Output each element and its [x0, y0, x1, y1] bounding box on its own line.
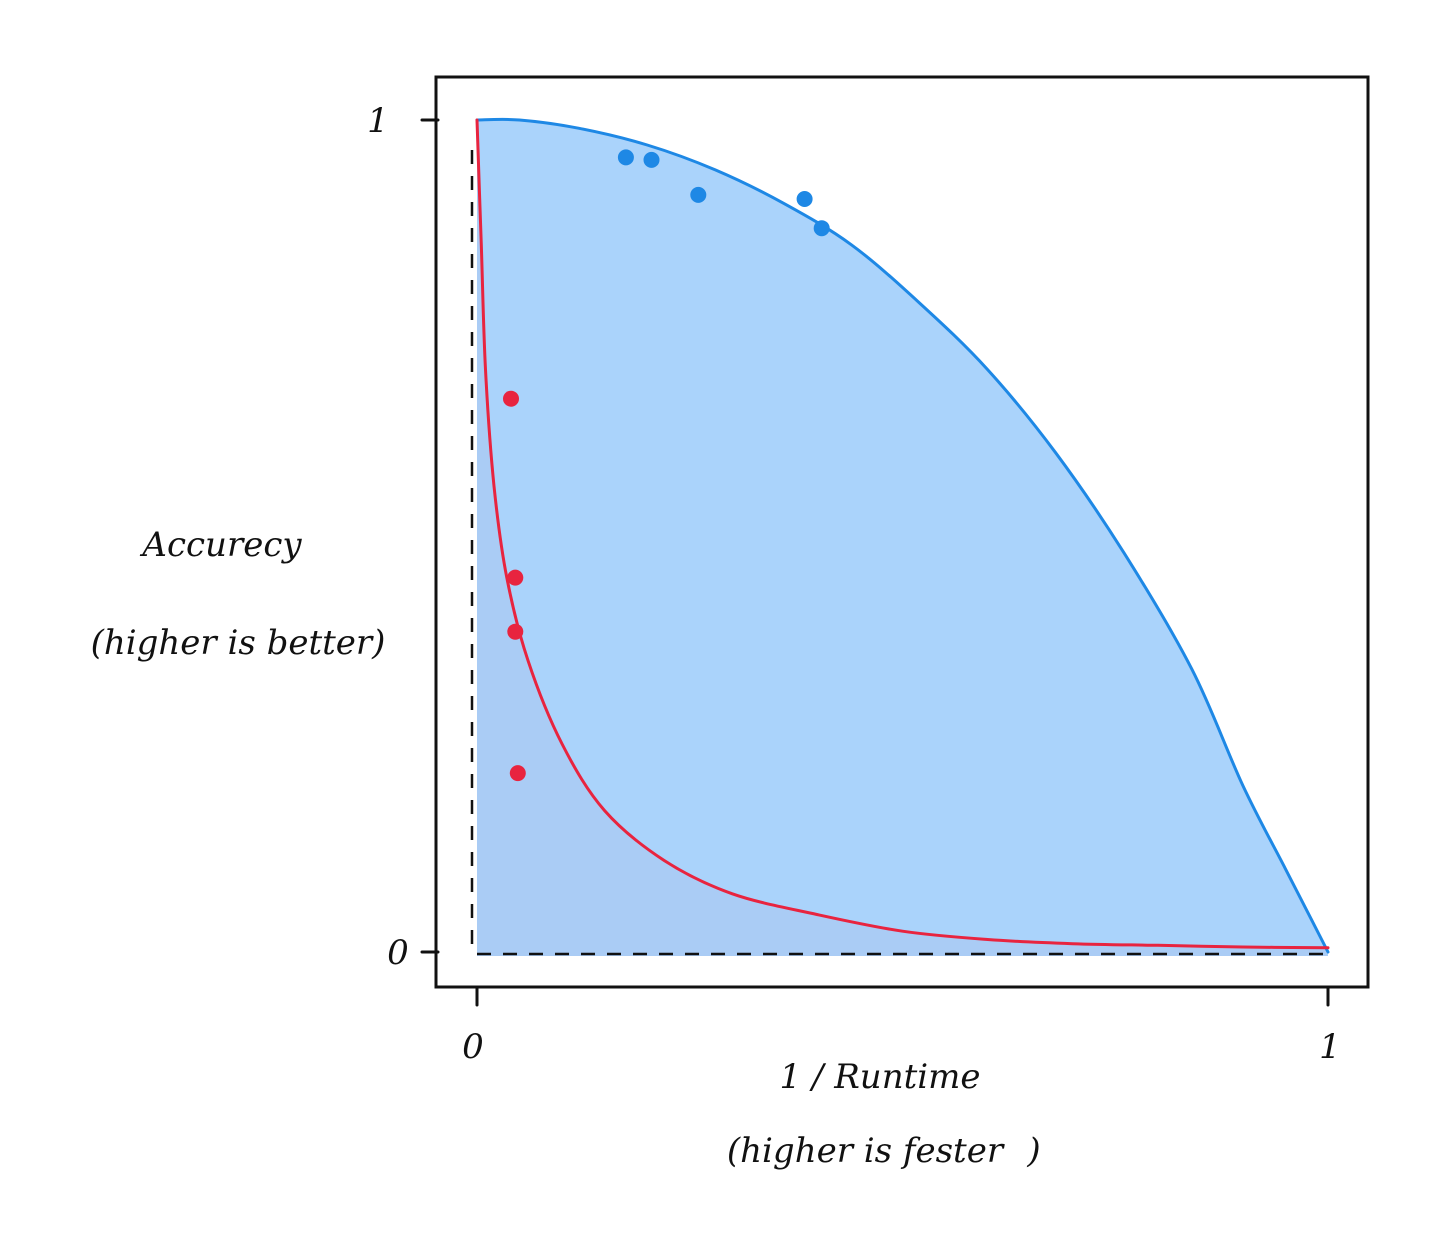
- series-2-curve: [475, 118, 1330, 950]
- y-axis-title: Accurecy: [139, 525, 302, 565]
- y-tick-label: 1: [367, 101, 389, 141]
- axis-ticks: 0 1 0 1: [367, 101, 1341, 1067]
- series-2-point: [509, 765, 526, 782]
- x-tick-label: 1: [1319, 1027, 1341, 1067]
- y-tick-label: 0: [387, 933, 409, 973]
- series-1-point: [796, 191, 813, 207]
- x-axis-subtitle: (higher is fester: [727, 1131, 1005, 1171]
- series-1-curve: [475, 117, 1330, 954]
- series-1-point: [813, 220, 830, 237]
- x-axis-title: 1 / Runtime: [780, 1057, 981, 1097]
- x-axis-subtitle-close: ): [1026, 1131, 1040, 1171]
- y-axis-subtitle: (higher is better): [91, 623, 386, 663]
- data-points: [503, 149, 830, 782]
- x-tick-label: 0: [462, 1027, 484, 1067]
- plot-frame: [434, 75, 1370, 989]
- frontier-curves: [475, 117, 1330, 954]
- series-2-point: [503, 390, 519, 407]
- series-1-point: [690, 186, 707, 203]
- series-1-point: [643, 151, 660, 168]
- series-1-area: [477, 119, 1328, 956]
- series-2-point: [507, 569, 524, 586]
- area-fills: [477, 119, 1328, 956]
- series-1-point: [617, 149, 634, 166]
- series-2-point: [507, 623, 524, 640]
- zero-guides: [470, 150, 1328, 956]
